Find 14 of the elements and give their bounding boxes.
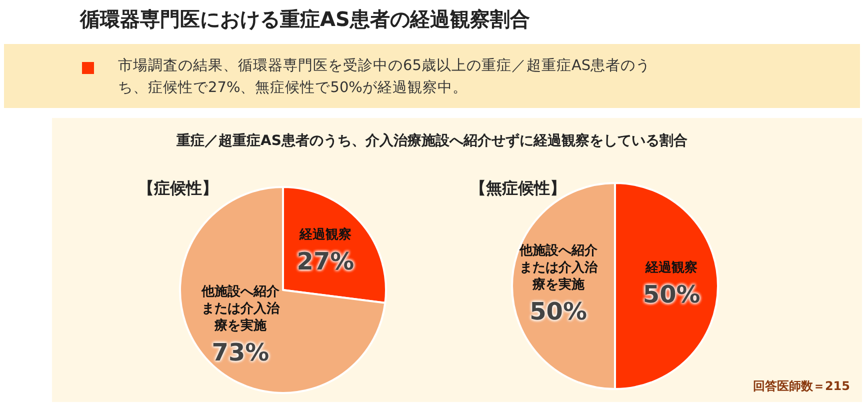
chart-title: 【症候性】 xyxy=(138,180,218,198)
text: 市場調査の結果、循環器専門医を受診中の65歳以上の重症／超重症AS患者のうち、症候性で27%、無症候性で50%が経過観察中。 xyxy=(118,56,652,98)
slice-label: 経過観察 xyxy=(644,260,699,276)
data-label: 50% xyxy=(642,280,702,310)
data-label: 27% xyxy=(296,246,356,278)
data-label: 50% xyxy=(528,296,588,328)
slice-label: 経過観察 xyxy=(298,226,352,244)
slice-label: 他施設へ紹介または介入治療を実施 xyxy=(518,242,598,294)
text: 重症／超重症AS患者のうち、介入治療施設へ紹介せずに経過観察をしている割合 xyxy=(176,132,688,150)
chart-title: 【無症候性】 xyxy=(470,180,566,198)
slice-label: 他施設へ紹介または介入治療を実施 xyxy=(200,284,280,335)
text: 循環器専門医における重症AS患者の経過観察割合 xyxy=(80,6,530,33)
data-label: 73% xyxy=(210,338,270,369)
text: 回答医師数＝215 xyxy=(752,378,850,395)
